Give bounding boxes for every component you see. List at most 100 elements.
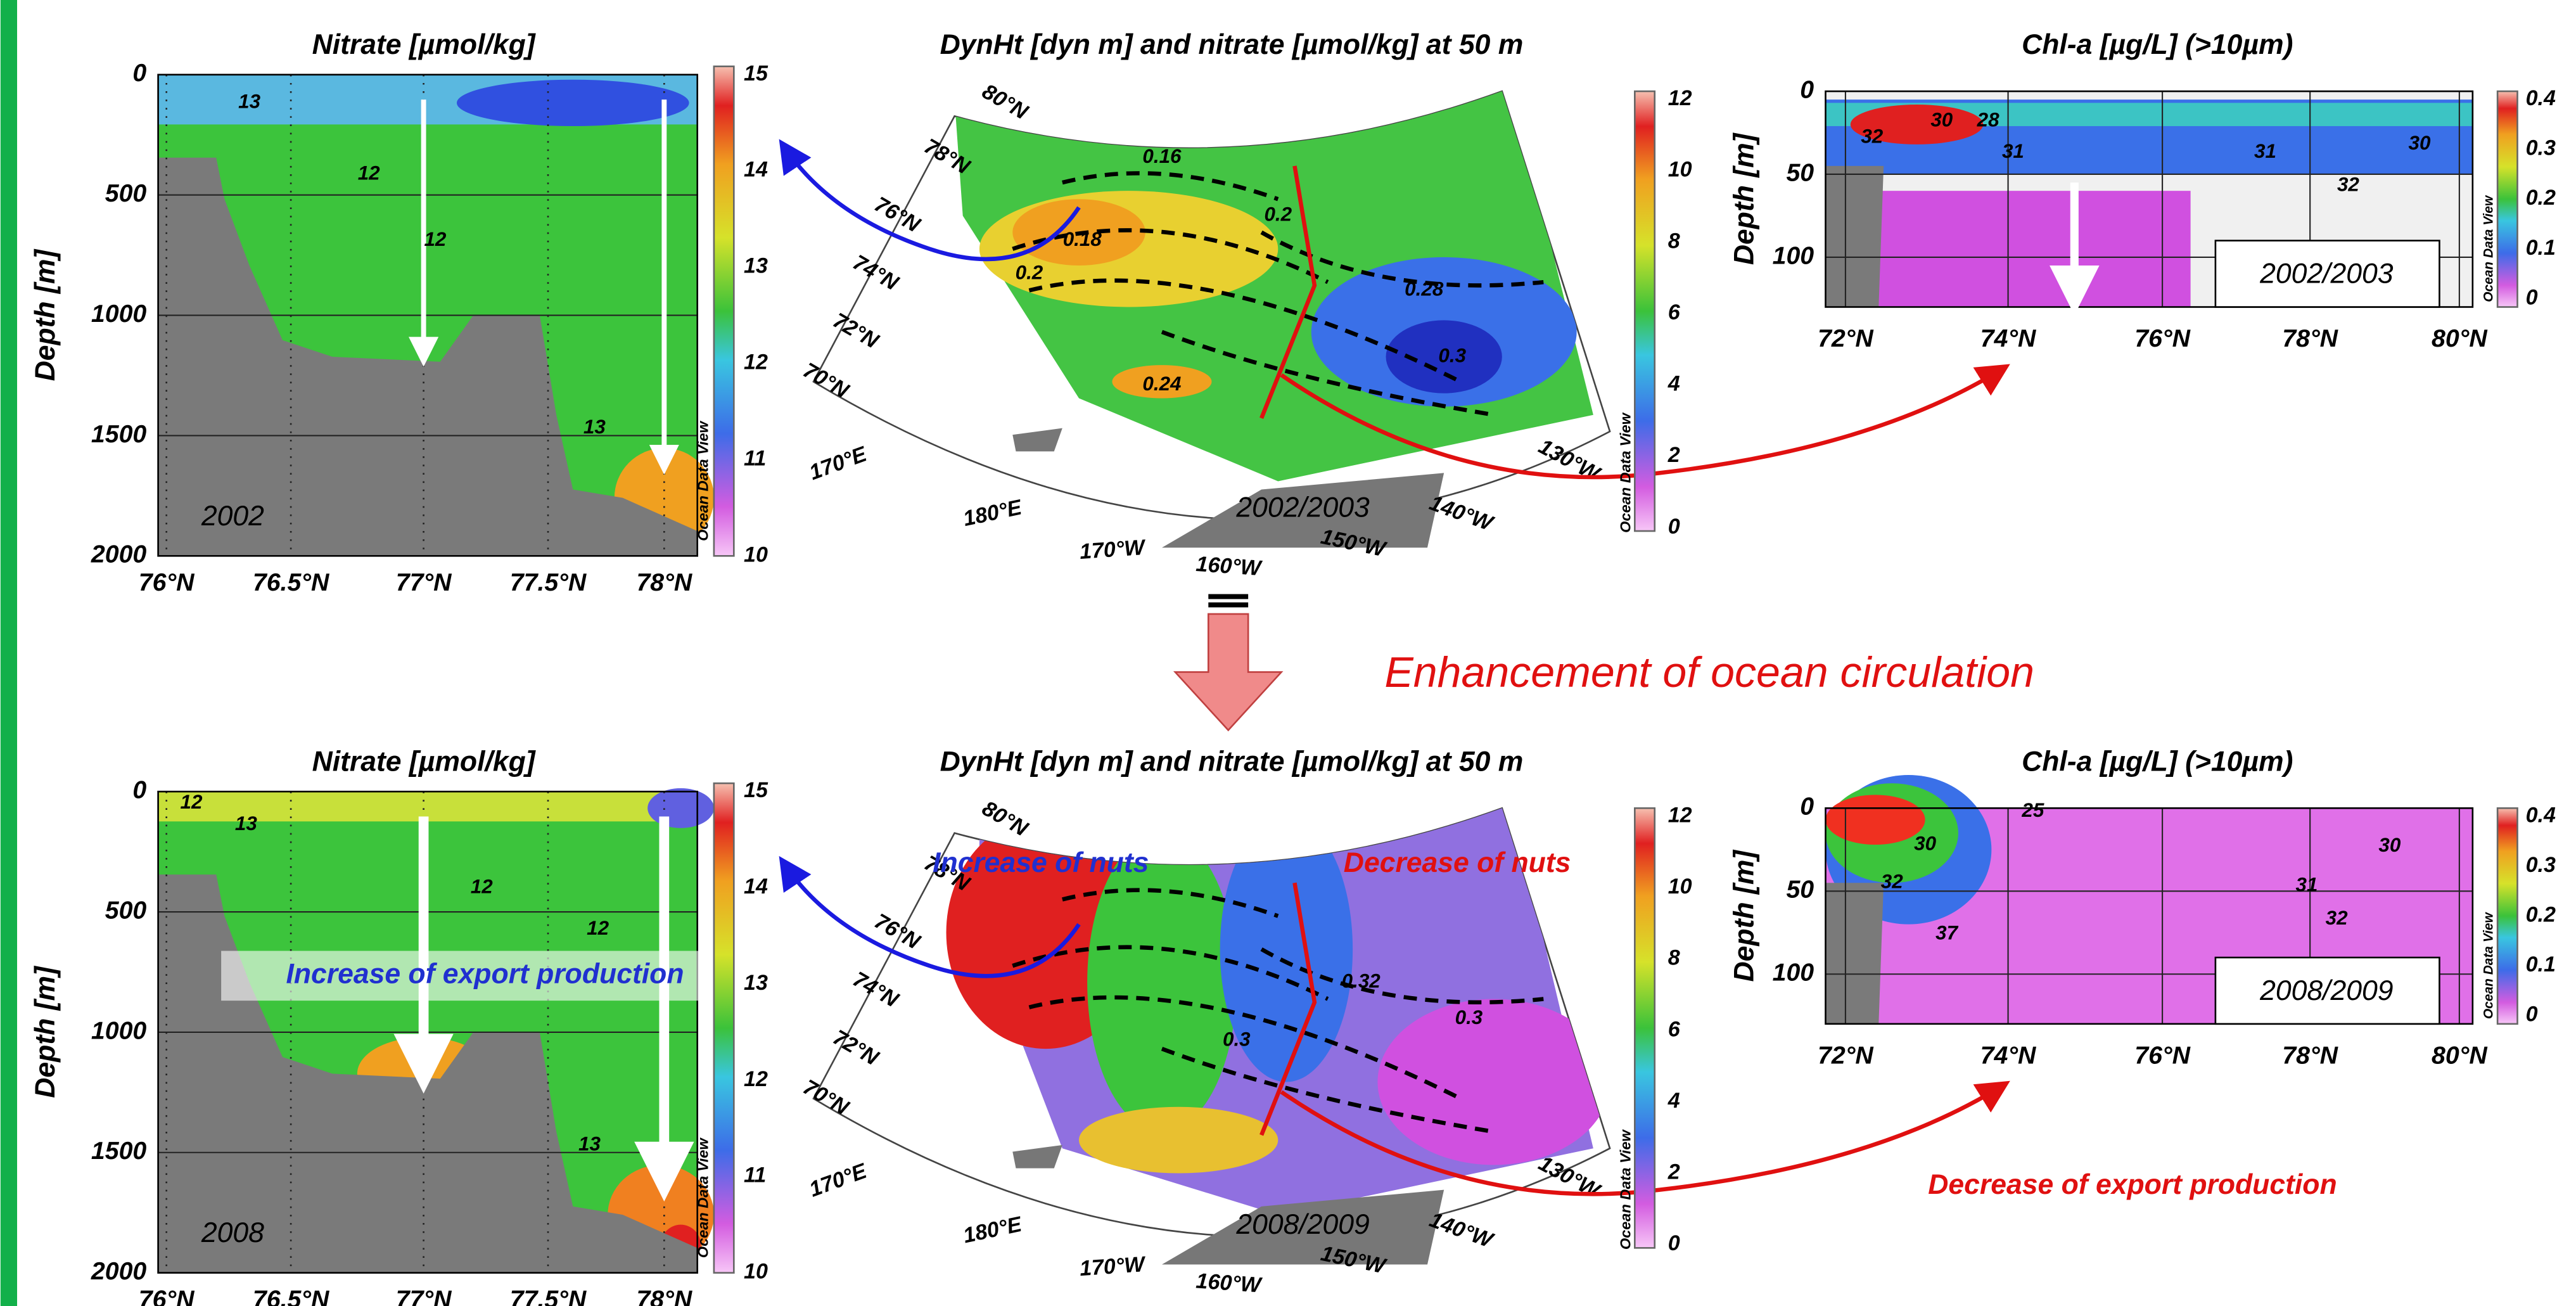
x-tick-label: 72°N <box>1818 324 1874 352</box>
y-tick-label: 2000 <box>91 541 147 568</box>
annotation: Increase of nuts <box>933 847 1149 878</box>
colorbar-tick-label: 6 <box>1668 300 1681 324</box>
map-panel: DynHt [dyn m] and nitrate [µmol/kg] at 5… <box>784 746 2003 1297</box>
y-tick-label: 0 <box>1800 793 1814 821</box>
lon-label: 170°E <box>806 1158 870 1201</box>
colorbar-label: Ocean Data View <box>2482 195 2496 302</box>
map-panel: DynHt [dyn m] and nitrate [µmol/kg] at 5… <box>784 29 2003 580</box>
lon-label: 170°W <box>1079 1252 1147 1281</box>
field-blob <box>457 80 689 126</box>
contour-label: 31 <box>2254 140 2276 162</box>
y-tick-label: 1000 <box>91 1016 147 1044</box>
colorbar-tick-label: 0 <box>2526 285 2538 309</box>
contour-label: 32 <box>1861 125 1883 148</box>
colorbar-tick-label: 0.3 <box>2526 853 2556 877</box>
contour-label: 32 <box>2337 174 2359 196</box>
contour-label: 0.2 <box>1264 203 1292 226</box>
colorbar-tick-label: 11 <box>744 1163 766 1188</box>
colorbar-label: Ocean Data View <box>1617 412 1633 533</box>
colorbar <box>714 783 734 1273</box>
panel-title: Chl-a [µg/L] (>10µm) <box>2022 746 2293 777</box>
colorbar <box>714 67 734 556</box>
colorbar-tick-label: 0.2 <box>2526 186 2556 210</box>
arrow-bar <box>1208 594 1248 599</box>
y-tick-label: 50 <box>1786 158 1814 186</box>
x-tick-label: 77.5°N <box>510 1286 587 1306</box>
x-tick-label: 80°N <box>2432 324 2488 352</box>
annotation: Decrease of nuts <box>1344 847 1571 878</box>
year-label: 2008/2009 <box>2259 975 2393 1006</box>
x-tick-label: 76°N <box>139 1286 195 1306</box>
lon-label: 140°W <box>1426 1208 1497 1253</box>
panel-title: Chl-a [µg/L] (>10µm) <box>2022 29 2293 60</box>
contour-label: 31 <box>2295 874 2318 896</box>
panel-title: Nitrate [µmol/kg] <box>312 746 537 777</box>
transition-label: Enhancement of ocean circulation <box>1384 648 2034 696</box>
colorbar <box>1635 808 1654 1248</box>
colorbar-label: Ocean Data View <box>694 420 711 541</box>
year-label: 2002/2003 <box>1235 492 1370 523</box>
x-tick-label: 77.5°N <box>510 568 587 596</box>
y-axis-label: Depth [m] <box>1729 849 1760 982</box>
colorbar-tick-label: 13 <box>744 254 768 278</box>
y-axis-label: Depth [m] <box>30 965 61 1098</box>
y-tick-label: 50 <box>1786 876 1814 904</box>
chl-panel: Chl-a [µg/L] (>10µm)05010072°N74°N76°N78… <box>1729 746 2556 1200</box>
contour-label: 13 <box>238 91 260 113</box>
annotation: Increase of export production <box>286 959 684 990</box>
contour-label: 0.3 <box>1223 1028 1251 1050</box>
contour-label: 12 <box>424 228 446 250</box>
colorbar-tick-label: 13 <box>744 971 768 995</box>
lon-label: 170°W <box>1079 535 1147 564</box>
contour-label: 13 <box>235 812 257 835</box>
x-tick-label: 76.5°N <box>253 568 330 596</box>
colorbar-tick-label: 4 <box>1667 372 1680 396</box>
y-tick-label: 1500 <box>91 420 147 448</box>
colorbar-tick-label: 0.1 <box>2526 236 2556 260</box>
contour-label: 32 <box>2326 907 2348 929</box>
panel-title: Nitrate [µmol/kg] <box>312 29 537 60</box>
x-tick-label: 76°N <box>2134 1042 2191 1070</box>
nitrate-panel: Nitrate [µmol/kg]050010001500200076°N76.… <box>30 746 768 1306</box>
x-tick-label: 74°N <box>1980 324 2037 352</box>
colorbar-tick-label: 14 <box>744 158 768 182</box>
x-tick-label: 78°N <box>636 568 692 596</box>
contour-label: 0.3 <box>1455 1006 1483 1028</box>
figure: Enhancement of ocean circulation Nitrate… <box>0 0 2576 1306</box>
panel-title: DynHt [dyn m] and nitrate [µmol/kg] at 5… <box>940 746 1524 777</box>
contour-label: 30 <box>1930 108 1953 131</box>
colorbar-tick-label: 14 <box>744 874 768 899</box>
colorbar-tick-label: 12 <box>744 1067 768 1091</box>
colorbar-tick-label: 10 <box>744 1260 768 1284</box>
contour-label: 37 <box>1935 922 1958 944</box>
field-blob <box>1825 795 1925 845</box>
y-tick-label: 100 <box>1773 959 1814 987</box>
y-tick-label: 0 <box>1800 75 1814 103</box>
arrow-bar <box>1208 603 1248 608</box>
lat-label: 80°N <box>978 796 1033 842</box>
field-blob <box>1079 1107 1278 1174</box>
arrow-shape <box>1175 614 1282 730</box>
colorbar-tick-label: 0 <box>2526 1002 2538 1027</box>
lon-label: 160°W <box>1195 552 1263 580</box>
contour-label: 12 <box>181 791 203 813</box>
x-tick-label: 77°N <box>396 1286 452 1306</box>
colorbar-tick-label: 12 <box>1668 803 1692 827</box>
y-tick-label: 500 <box>105 179 147 207</box>
x-tick-label: 74°N <box>1980 1042 2037 1070</box>
contour-label: 32 <box>1881 871 1903 893</box>
y-tick-label: 1000 <box>91 300 147 328</box>
colorbar-tick-label: 0.1 <box>2526 952 2556 976</box>
contour-label: 31 <box>2002 140 2024 162</box>
colorbar-tick-label: 0.3 <box>2526 136 2556 160</box>
contour-label: 12 <box>358 162 380 184</box>
bathymetry <box>1825 166 1884 307</box>
contour-label: 0.24 <box>1142 373 1181 395</box>
contour-label: 0.3 <box>1438 344 1466 366</box>
year-label: 2008 <box>201 1217 264 1248</box>
x-tick-label: 72°N <box>1818 1042 1874 1070</box>
contour-label: 25 <box>2021 799 2044 821</box>
